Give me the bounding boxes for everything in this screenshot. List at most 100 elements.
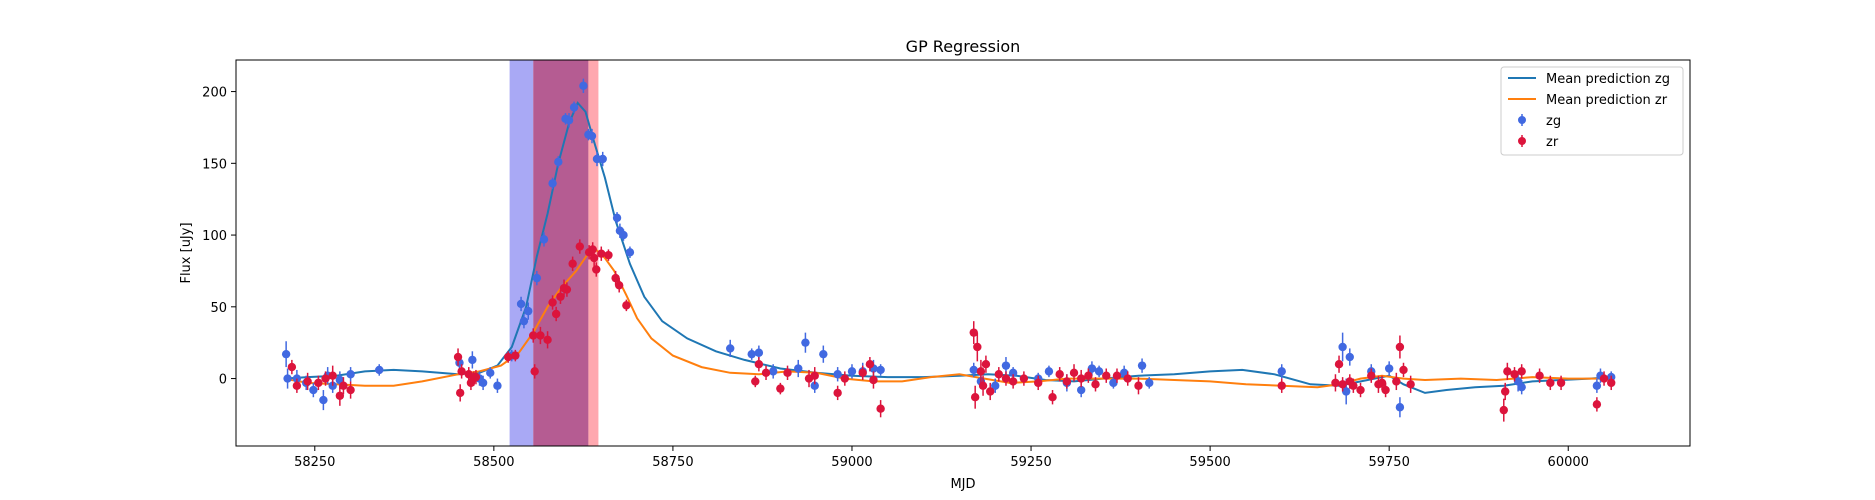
data-point-zg-27 [569,101,579,114]
data-point-zg-15 [486,367,495,379]
y-tick-label: 0 [219,373,227,388]
data-point-zg-45 [833,367,842,382]
data-point-zr-86 [1395,335,1405,359]
data-point-zr-53 [973,332,982,362]
data-point-zg-1 [283,368,292,389]
data-point-zr-51 [969,321,978,345]
data-point-zg-61 [1109,377,1118,389]
x-tick-label: 59250 [1010,455,1051,470]
data-point-zg-63 [1137,358,1147,373]
data-point-zr-55 [978,375,988,396]
data-point-zr-74 [1277,378,1286,393]
x-tick-label: 59000 [831,455,872,470]
data-point-zg-36 [625,246,635,259]
data-point-zr-23 [551,306,561,322]
y-tick-label: 100 [202,229,227,244]
data-point-zr-8 [346,381,355,399]
legend-label-zr-line: Mean prediction zr [1546,93,1668,108]
data-point-zg-33 [612,212,622,224]
x-tick-label: 60000 [1548,455,1589,470]
x-tick-label: 59500 [1189,455,1230,470]
data-point-zr-85 [1392,372,1401,391]
data-point-zr-91 [1503,362,1512,380]
data-point-zr-3 [314,375,323,391]
data-point-zr-88 [1406,375,1415,393]
data-point-zg-71 [1395,397,1405,418]
x-tick-label: 58250 [294,455,335,470]
data-point-zr-7 [339,377,348,395]
data-point-zr-46 [840,371,850,386]
data-point-zr-27 [568,256,577,271]
data-point-zr-92 [1510,367,1519,382]
data-point-zg-23 [548,177,557,190]
data-point-zr-99 [1607,375,1616,391]
y-axis-label: Flux [uJy] [179,222,194,283]
data-point-zr-81 [1367,368,1376,383]
data-point-zr-9 [453,348,463,366]
data-point-zg-26 [564,113,574,128]
data-point-zg-35 [619,229,628,241]
series-line-mean-prediction-zg [283,101,1612,394]
data-point-zr-79 [1349,378,1358,393]
data-point-zr-36 [614,278,624,293]
data-point-zr-33 [597,246,606,261]
data-point-zr-64 [1055,367,1064,382]
data-point-zr-97 [1592,397,1602,412]
data-point-zg-49 [876,364,885,376]
y-tick-label: 50 [210,301,227,316]
data-point-zg-73 [1517,379,1526,395]
data-point-zr-15 [471,369,481,385]
data-point-zr-2 [303,372,312,391]
data-point-zr-71 [1112,368,1122,383]
data-point-zr-83 [1377,375,1387,391]
data-point-zr-37 [622,299,631,312]
data-point-zg-28 [579,78,588,94]
data-point-zr-87 [1399,362,1408,378]
data-point-zg-52 [991,378,1000,393]
data-point-zr-63 [1048,390,1057,405]
x-tick-label: 58500 [473,455,514,470]
data-point-zr-32 [592,262,601,277]
data-point-zr-17 [511,349,520,362]
data-point-zr-21 [543,331,552,349]
legend-label-zg: zg [1546,114,1561,129]
data-point-zr-24 [556,289,565,304]
chart-title: GP Regression [906,37,1021,56]
data-point-zr-76 [1334,355,1344,373]
data-point-zr-16 [503,351,513,363]
observation-points [281,78,1616,422]
data-point-zg-60 [1094,365,1104,378]
data-point-zg-66 [1338,332,1347,362]
data-point-zg-64 [1145,377,1154,389]
data-point-zg-12 [468,351,477,369]
data-point-zr-70 [1102,368,1111,383]
data-point-zr-94 [1535,368,1544,383]
data-point-zr-59 [1001,371,1011,386]
data-point-zg-18 [516,296,526,312]
data-point-zg-70 [1384,361,1394,376]
data-point-zr-95 [1546,375,1555,391]
data-point-zr-90 [1501,382,1510,401]
data-point-zr-73 [1134,377,1143,395]
data-point-zg-46 [847,364,857,379]
x-axis-ticks: 58250 58500 58750 59000 59250 59500 59750 60000 [294,446,1589,470]
x-tick-label: 59750 [1368,455,1409,470]
data-point-zg-10 [375,364,384,376]
x-axis-label: MJD [950,477,975,492]
data-point-zr-48 [865,357,875,372]
data-point-zr-47 [858,365,867,380]
shaded-region-0 [509,60,534,446]
data-point-zg-30 [587,128,597,144]
legend-label-zg-line: Mean prediction zg [1546,72,1670,87]
series-line-mean-prediction-zr [283,248,1612,389]
data-point-zr-40 [761,365,771,380]
x-tick-label: 58750 [652,455,693,470]
data-point-zr-6 [335,385,345,406]
data-point-zg-37 [726,339,735,358]
data-point-zr-57 [986,382,995,401]
data-point-zg-41 [794,359,803,378]
data-point-zr-20 [536,326,545,345]
data-point-zg-9 [346,367,355,382]
data-point-zr-93 [1517,364,1526,379]
